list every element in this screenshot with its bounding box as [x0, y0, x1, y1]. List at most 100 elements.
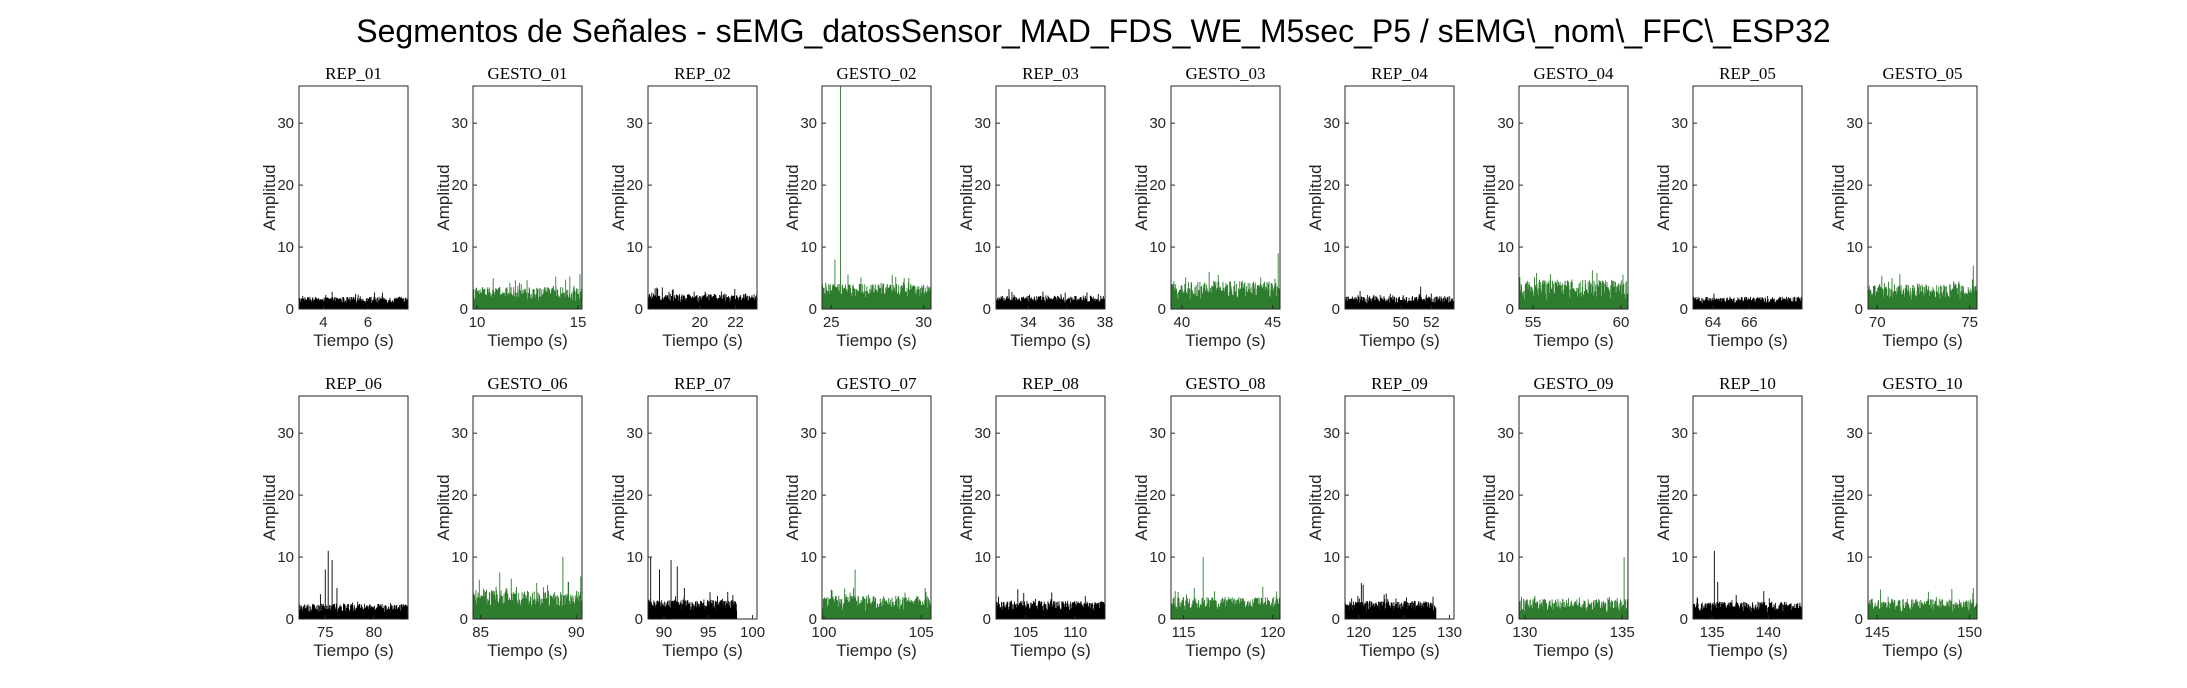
subplot-title: GESTO_03	[1186, 64, 1266, 83]
subplot-title: REP_07	[674, 374, 731, 393]
x-tick-label: 140	[1756, 624, 1781, 641]
y-tick-label: 20	[1671, 177, 1688, 194]
subplot-title: GESTO_05	[1883, 64, 1963, 83]
y-axis-label: Amplitud	[609, 474, 628, 540]
y-tick-label: 0	[1332, 611, 1340, 628]
y-tick-label: 20	[451, 177, 468, 194]
y-tick-label: 0	[286, 301, 294, 318]
y-tick-label: 30	[451, 115, 468, 132]
x-tick-label: 150	[1957, 624, 1982, 641]
x-tick-label: 45	[1264, 314, 1281, 331]
y-tick-label: 0	[286, 611, 294, 628]
subplot-gesto-05: 0 10 20 30 70 75 GESTO_05 Tiempo (s) Amplitud	[1829, 64, 1978, 350]
y-tick-label: 0	[809, 301, 817, 318]
y-tick-label: 10	[277, 239, 294, 256]
subplot-rep-02: 0 10 20 30 20 22 REP_02 Tiempo (s) Amplitud	[609, 64, 758, 350]
y-tick-label: 0	[983, 301, 991, 318]
y-tick-label: 10	[451, 239, 468, 256]
x-tick-label: 15	[570, 314, 587, 331]
x-axis-label: Tiempo (s)	[662, 331, 743, 350]
y-tick-label: 20	[800, 487, 817, 504]
x-tick-label: 130	[1437, 624, 1462, 641]
y-tick-label: 20	[800, 177, 817, 194]
subplot-title: GESTO_10	[1883, 374, 1963, 393]
y-tick-label: 0	[460, 611, 468, 628]
axes-box	[1867, 85, 1978, 310]
y-tick-label: 20	[974, 487, 991, 504]
x-tick-label: 10	[469, 314, 486, 331]
y-tick-label: 10	[451, 549, 468, 566]
y-tick-label: 30	[1149, 115, 1166, 132]
y-tick-label: 30	[800, 425, 817, 442]
subplot-title: REP_01	[325, 64, 382, 83]
y-axis-label: Amplitud	[1306, 164, 1325, 230]
y-tick-label: 10	[1323, 239, 1340, 256]
subplot-rep-06: 0 10 20 30 75 80 REP_06 Tiempo (s) Amplitud	[260, 374, 409, 660]
axes-box	[1170, 395, 1281, 620]
x-axis-label: Tiempo (s)	[487, 331, 568, 350]
y-tick-label: 10	[800, 549, 817, 566]
y-axis-label: Amplitud	[1654, 474, 1673, 540]
y-axis-label: Amplitud	[434, 474, 453, 540]
subplot-rep-01: 0 10 20 30 4 6 REP_01 Tiempo (s) Amplitud	[260, 64, 409, 350]
x-axis-label: Tiempo (s)	[1707, 331, 1788, 350]
subplot-gesto-04: 0 10 20 30 55 60 GESTO_04 Tiempo (s) Amplitud	[1480, 64, 1629, 350]
y-tick-label: 20	[1671, 487, 1688, 504]
axes-box	[821, 395, 932, 620]
y-axis-label: Amplitud	[1480, 474, 1499, 540]
axes-box	[1518, 85, 1629, 310]
x-tick-label: 70	[1869, 314, 1886, 331]
y-tick-label: 0	[635, 611, 643, 628]
subplot-rep-04: 0 10 20 30 50 52 REP_04 Tiempo (s) Amplitud	[1306, 64, 1455, 350]
axes-box	[472, 85, 583, 310]
y-tick-label: 0	[635, 301, 643, 318]
y-tick-label: 10	[626, 239, 643, 256]
subplot-title: GESTO_01	[488, 64, 568, 83]
axes-box	[472, 395, 583, 620]
subplot-title: GESTO_09	[1534, 374, 1614, 393]
y-tick-label: 30	[974, 425, 991, 442]
x-axis-label: Tiempo (s)	[1185, 641, 1266, 660]
subplot-title: REP_08	[1022, 374, 1079, 393]
y-axis-label: Amplitud	[1480, 164, 1499, 230]
x-axis-label: Tiempo (s)	[487, 641, 568, 660]
y-tick-label: 0	[1855, 301, 1863, 318]
y-tick-label: 20	[1497, 487, 1514, 504]
y-tick-label: 0	[460, 301, 468, 318]
subplot-gesto-07: 0 10 20 30 100 105 GESTO_07 Tiempo (s) Amplitud	[783, 374, 934, 660]
y-tick-label: 20	[626, 177, 643, 194]
subplot-gesto-10: 0 10 20 30 145 150 GESTO_10 Tiempo (s) Amplitud	[1829, 374, 1982, 660]
subplot-title: GESTO_08	[1186, 374, 1266, 393]
x-axis-label: Tiempo (s)	[1185, 331, 1266, 350]
x-tick-label: 85	[472, 624, 489, 641]
subplot-gesto-02: 0 10 20 30 25 30 GESTO_02 Tiempo (s) Amplitud	[783, 64, 932, 350]
y-tick-label: 10	[1149, 239, 1166, 256]
x-axis-label: Tiempo (s)	[1882, 331, 1963, 350]
subplot-title: REP_06	[325, 374, 382, 393]
y-tick-label: 20	[1323, 487, 1340, 504]
subplot-title: REP_04	[1371, 64, 1428, 83]
x-axis-label: Tiempo (s)	[1010, 641, 1091, 660]
x-axis-label: Tiempo (s)	[313, 641, 394, 660]
x-tick-label: 105	[1013, 624, 1038, 641]
y-tick-label: 20	[974, 177, 991, 194]
subplot-title: GESTO_02	[837, 64, 917, 83]
x-axis-label: Tiempo (s)	[1010, 331, 1091, 350]
y-tick-label: 0	[1506, 611, 1514, 628]
y-tick-label: 20	[626, 487, 643, 504]
y-tick-label: 30	[1323, 425, 1340, 442]
axes-box	[1344, 395, 1455, 620]
y-tick-label: 10	[626, 549, 643, 566]
axes-box	[647, 85, 758, 310]
y-tick-label: 20	[1497, 177, 1514, 194]
x-axis-label: Tiempo (s)	[1707, 641, 1788, 660]
subplot-rep-07: 0 10 20 30 90 95 100 REP_07 Tiempo (s) Amplitud	[609, 374, 765, 660]
y-tick-label: 30	[1671, 425, 1688, 442]
y-axis-label: Amplitud	[1829, 164, 1848, 230]
subplot-rep-05: 0 10 20 30 64 66 REP_05 Tiempo (s) Amplitud	[1654, 64, 1803, 350]
x-axis-label: Tiempo (s)	[662, 641, 743, 660]
y-tick-label: 0	[809, 611, 817, 628]
y-tick-label: 20	[1323, 177, 1340, 194]
